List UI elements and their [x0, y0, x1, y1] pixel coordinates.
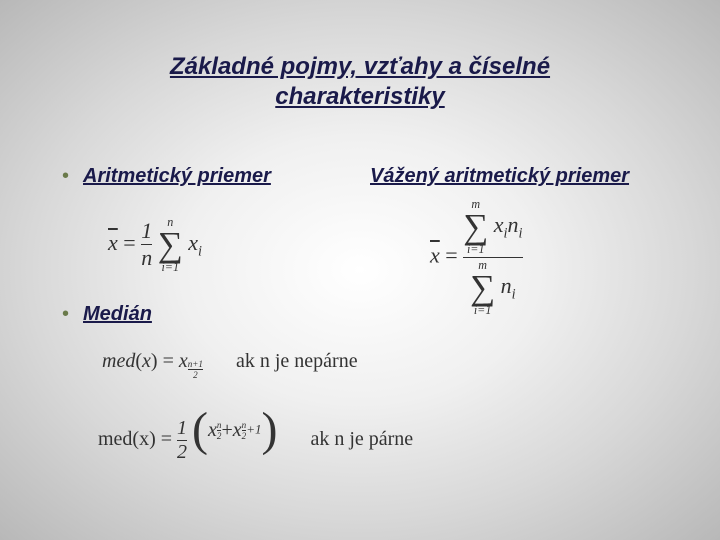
med2-t2-plus: +1: [246, 421, 261, 436]
median-odd-formula: med(x) = xn+12 ak n je nepárne: [102, 350, 358, 380]
arithmetic-mean-label: Aritmetický priemer: [83, 165, 271, 188]
am-frac-den: n: [141, 244, 152, 271]
med1-cond: ak n je nepárne: [236, 350, 358, 372]
med2-t1: x: [208, 419, 217, 442]
wam-den-t: n: [501, 273, 512, 298]
med1-var: x: [179, 350, 188, 372]
wam-num-t1: x: [494, 212, 504, 237]
sigma-icon: ∑: [463, 212, 488, 242]
row-headings: • Aritmetický priemer Vážený aritmetický…: [0, 165, 720, 188]
am-frac-num: 1: [141, 218, 152, 244]
median-heading: • Medián: [62, 303, 152, 326]
med2-coef-den: 2: [177, 440, 187, 464]
arithmetic-mean-heading: • Aritmetický priemer: [62, 165, 360, 188]
title-line-2: charakteristiky: [275, 83, 444, 110]
am-term: x: [188, 230, 198, 255]
sigma-icon: ∑: [470, 273, 495, 303]
sigma-icon: ∑: [158, 230, 183, 260]
content-area: • Aritmetický priemer Vážený aritmetický…: [0, 165, 720, 188]
page-title: Základné pojmy, vzťahy a číselné charakt…: [0, 0, 720, 112]
wam-den-s: i: [512, 286, 516, 302]
bullet-icon: •: [62, 166, 69, 186]
med1-sub-num: n+1: [188, 359, 203, 369]
wam-num-t2: n: [508, 212, 519, 237]
weighted-mean-formula: x = m ∑ i=1 xini m ∑ i=1 ni: [430, 197, 523, 318]
med2-coef-num: 1: [177, 417, 187, 440]
am-term-sub: i: [198, 243, 202, 259]
median-even-formula: med(x) = 1 2 ( xn2 + xn2+1 ) ak n je pár…: [98, 417, 413, 464]
weighted-mean-label: Vážený aritmetický priemer: [370, 165, 629, 187]
am-lhs: x: [108, 230, 118, 255]
arithmetic-mean-formula: x = 1 n n ∑ i=1 xi: [108, 215, 202, 275]
median-label: Medián: [83, 303, 152, 326]
wam-lhs: x: [430, 242, 440, 267]
med1-sub-den: 2: [188, 369, 203, 380]
med1-lhs: med: [102, 350, 135, 372]
wam-num-s2: i: [519, 225, 523, 241]
med2-t2: x: [233, 419, 242, 442]
med1-arg: x: [142, 350, 151, 372]
title-line-1: Základné pojmy, vzťahy a číselné: [170, 53, 550, 80]
bullet-icon: •: [62, 304, 69, 324]
med2-lhs: med(x): [98, 428, 156, 450]
med2-cond: ak n je párne: [310, 428, 413, 450]
